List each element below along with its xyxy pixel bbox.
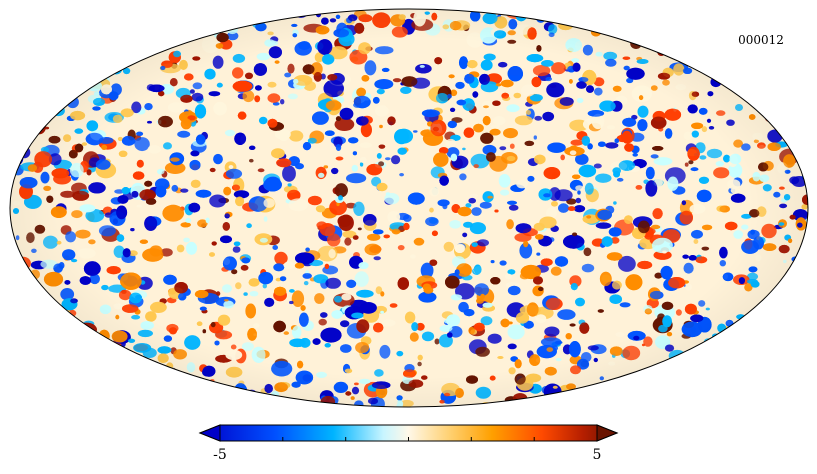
colorbar-max-arrow bbox=[596, 424, 619, 442]
fluctuation-spot bbox=[802, 245, 808, 251]
fluctuation-spot bbox=[696, 345, 701, 351]
fluctuation-spot bbox=[792, 265, 797, 272]
colorbar-max-label: 5 bbox=[592, 447, 602, 463]
fluctuation-spot bbox=[43, 297, 51, 304]
colorbar-min-arrow bbox=[198, 424, 221, 442]
colorbar-min-label: -5 bbox=[213, 447, 227, 463]
fluctuation-spot bbox=[768, 116, 781, 122]
fluctuation-spot bbox=[743, 315, 753, 320]
colorbar bbox=[198, 424, 619, 442]
fluctuation-spot bbox=[743, 315, 753, 320]
fluctuation-spot bbox=[10, 250, 19, 258]
map-label: 000012 bbox=[738, 33, 784, 47]
sky-map-ellipse bbox=[9, 8, 809, 408]
fluctuation-spot bbox=[802, 245, 808, 251]
fluctuation-spot bbox=[162, 45, 170, 50]
fluctuation-spot bbox=[792, 265, 797, 272]
colorbar-ticks bbox=[282, 437, 535, 441]
map-outline bbox=[9, 8, 809, 408]
fluctuation-spot bbox=[34, 284, 41, 290]
fluctuation-spot bbox=[34, 284, 41, 290]
